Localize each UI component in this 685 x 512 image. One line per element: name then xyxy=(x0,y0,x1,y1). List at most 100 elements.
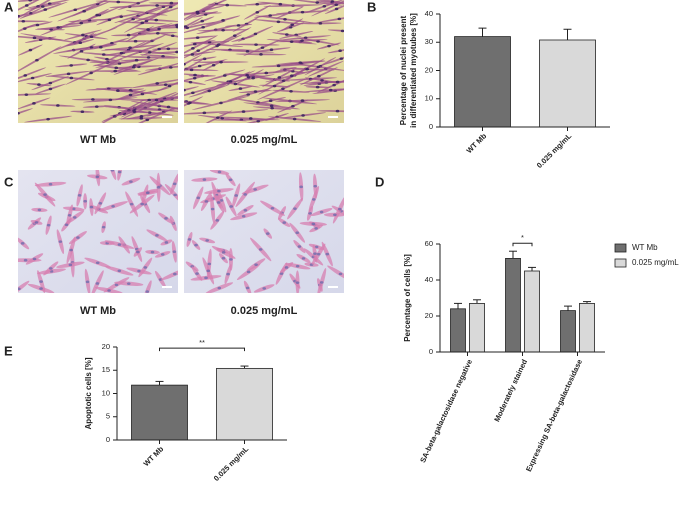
nucleus xyxy=(166,47,171,51)
nucleus xyxy=(32,36,37,40)
nucleus xyxy=(276,20,281,24)
y-axis-label: in differentiated myotubes [%] xyxy=(409,13,418,128)
y-tick-label: 60 xyxy=(425,239,433,248)
nucleus xyxy=(272,84,277,88)
nucleus xyxy=(37,83,41,86)
nucleus xyxy=(254,263,258,266)
nucleus xyxy=(205,239,209,242)
nucleus xyxy=(228,80,233,83)
nucleus xyxy=(172,250,177,254)
nucleus xyxy=(188,101,192,105)
nucleus xyxy=(299,185,303,189)
nucleus xyxy=(175,50,178,54)
scale-bar xyxy=(162,116,172,118)
nucleus xyxy=(281,79,286,82)
nucleus xyxy=(154,18,159,22)
nucleus xyxy=(241,110,246,113)
nucleus xyxy=(73,8,78,12)
cells xyxy=(184,0,344,123)
nucleus xyxy=(325,252,330,256)
y-tick-label: 10 xyxy=(425,94,433,103)
nucleus xyxy=(32,257,37,261)
nucleus xyxy=(217,286,222,290)
nucleus xyxy=(156,186,161,189)
nucleus xyxy=(197,64,202,68)
nucleus xyxy=(221,256,226,260)
nucleus xyxy=(140,21,145,25)
nucleus xyxy=(28,48,33,52)
nucleus xyxy=(253,32,258,36)
nucleus xyxy=(89,35,94,39)
nucleus xyxy=(64,223,69,227)
nucleus xyxy=(114,283,119,287)
scale-bar xyxy=(328,286,338,288)
significance-bracket xyxy=(512,242,533,247)
nucleus xyxy=(269,104,274,108)
nucleus xyxy=(295,231,300,235)
nucleus xyxy=(188,80,193,84)
nucleus xyxy=(164,217,168,220)
nucleus xyxy=(105,57,109,61)
nucleus xyxy=(211,63,216,67)
nucleus xyxy=(195,10,200,14)
nucleus xyxy=(334,3,339,7)
panel-letter: A xyxy=(4,0,14,14)
nucleus xyxy=(126,33,131,37)
legend-swatch xyxy=(614,258,627,268)
nucleus xyxy=(262,287,267,290)
nucleus xyxy=(147,50,152,54)
nucleus xyxy=(282,221,287,224)
nucleus xyxy=(140,202,144,206)
y-tick-label: 40 xyxy=(425,9,433,18)
nucleus xyxy=(289,40,294,43)
nucleus xyxy=(173,272,177,276)
nucleus xyxy=(78,41,83,45)
nucleus xyxy=(144,19,149,23)
nucleus xyxy=(89,205,94,209)
nucleus xyxy=(313,252,317,255)
nucleus xyxy=(229,258,233,261)
nucleus xyxy=(229,205,233,208)
nucleus xyxy=(24,93,29,96)
nucleus xyxy=(163,83,168,86)
nucleus xyxy=(24,4,29,7)
nucleus xyxy=(83,199,87,203)
y-tick-label: 20 xyxy=(425,65,433,74)
y-tick-label: 20 xyxy=(425,311,433,320)
nucleus xyxy=(39,287,43,290)
nucleus xyxy=(279,272,284,275)
nucleus xyxy=(225,3,230,7)
significance-label: ** xyxy=(199,338,205,347)
x-tick-label: SA-beta-galactosidase negative xyxy=(418,358,474,464)
nucleus xyxy=(116,0,121,4)
significance-bracket xyxy=(159,347,245,352)
nucleus xyxy=(39,280,43,283)
nucleus xyxy=(216,43,221,46)
nucleus xyxy=(28,0,32,2)
nucleus xyxy=(56,26,60,29)
nucleus xyxy=(260,46,265,49)
nucleus xyxy=(245,286,250,290)
nucleus xyxy=(91,98,95,101)
nucleus xyxy=(157,47,161,51)
nucleus xyxy=(67,213,72,217)
y-axis-label: Percentage of cells [%] xyxy=(403,254,412,342)
nucleus xyxy=(238,87,243,90)
panel-letter: D xyxy=(375,174,384,189)
nucleus xyxy=(107,289,111,292)
cells xyxy=(18,170,178,293)
nucleus xyxy=(147,111,152,114)
nucleus xyxy=(319,210,324,214)
nucleus xyxy=(107,18,112,22)
nucleus xyxy=(292,117,297,121)
nucleus xyxy=(189,68,194,72)
nucleus xyxy=(333,213,337,217)
nucleus xyxy=(255,11,260,14)
nucleus xyxy=(72,216,77,219)
nucleus xyxy=(131,65,136,69)
scale-bar xyxy=(162,286,172,288)
nucleus xyxy=(79,21,84,25)
legend-label: 0.025 mg/mL xyxy=(632,258,679,267)
nucleus xyxy=(317,74,321,78)
panel-letter: C xyxy=(4,174,14,189)
